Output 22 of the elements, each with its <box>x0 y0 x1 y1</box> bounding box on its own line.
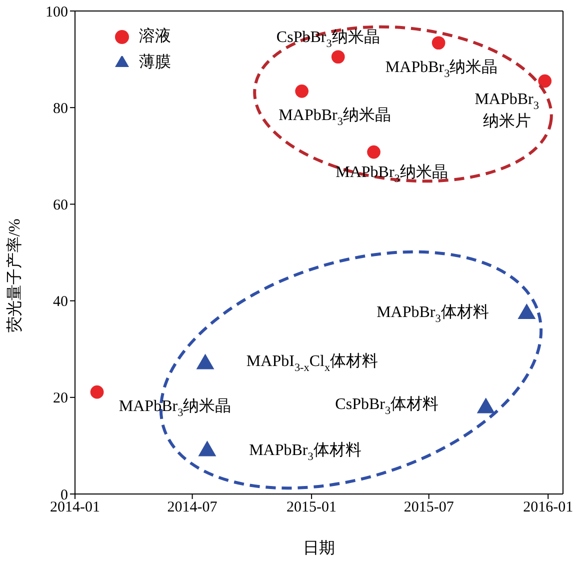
annotation: MAPbBr$_{3}$体材料 <box>376 302 489 324</box>
x-axis-title: 日期 <box>303 539 335 557</box>
y-tick-label: 40 <box>53 294 68 310</box>
x-tick-label: 2016-01 <box>523 500 574 516</box>
x-tick-label: 2014-01 <box>50 500 100 516</box>
legend-label: 溶液 <box>139 28 171 45</box>
x-tick-label: 2015-07 <box>404 500 454 516</box>
annotation: MAPbBr$_{3}$纳米晶 <box>278 106 391 128</box>
y-tick-label: 80 <box>53 100 68 117</box>
annotation: MAPbI$_{3-x}$Cl$_{x}$体材料 <box>246 352 378 374</box>
y-axis-title: 荧光量子产率/% <box>6 218 24 332</box>
y-tick-label: 60 <box>53 198 68 214</box>
annotation: MAPbBr$_{3}$纳米晶 <box>118 396 232 419</box>
annotation: MAPbBr$_{3}$纳米晶 <box>385 58 498 80</box>
x-tick-label: 2014-07 <box>167 500 218 516</box>
y-tick-label: 20 <box>53 390 68 407</box>
legend-label: 薄膜 <box>139 54 171 71</box>
annotation: CsPbBr$_{3}$体材料 <box>335 394 439 417</box>
annotation: MAPbBr$_{3}$ 纳米片 <box>474 90 540 130</box>
annotation: MAPbBr$_{3}$体材料 <box>249 440 362 463</box>
x-tick-label: 2015-01 <box>286 500 337 516</box>
y-tick-label: 100 <box>46 4 68 20</box>
